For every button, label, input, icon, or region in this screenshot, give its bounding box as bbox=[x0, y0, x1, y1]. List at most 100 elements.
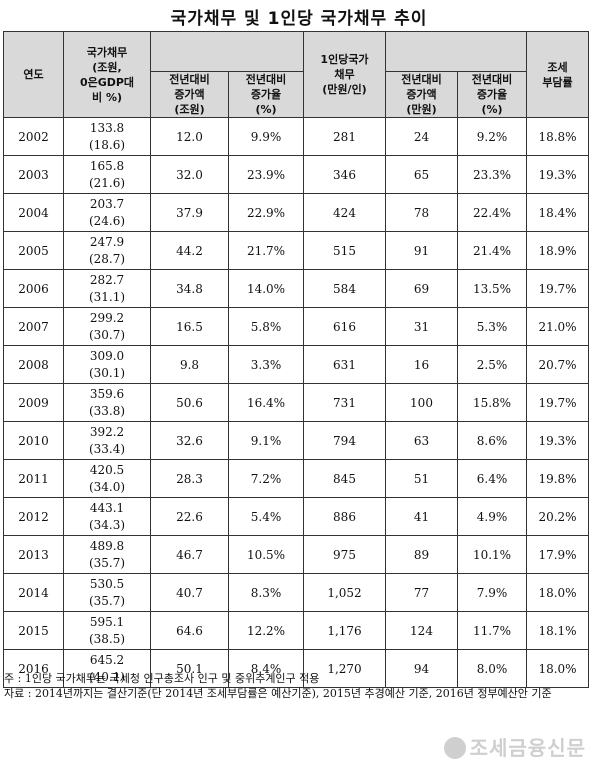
cell-pc-increase-amount: 41 bbox=[385, 497, 458, 536]
header-pc-inc-rate-line2: 증가율 bbox=[476, 88, 508, 101]
table-row: 2009 359.6 (33.8) 50.6 16.4% 731 100 15.8% 19.7% bbox=[3, 383, 589, 422]
cell-debt: 133.8 (18.6) bbox=[63, 117, 151, 156]
header-group-blank-b bbox=[385, 31, 527, 72]
debt-value: 309.0 bbox=[89, 348, 125, 363]
header-pc-inc-amt-line1: 전년대비 bbox=[401, 73, 442, 86]
cell-year: 2015 bbox=[3, 611, 64, 650]
header-tax-line1: 조세 bbox=[547, 60, 568, 74]
cell-per-capita-debt: 424 bbox=[303, 193, 386, 232]
cell-tax-burden: 18.1% bbox=[526, 611, 589, 650]
header-per-capita-debt: 1인당국가 채무 (만원/인) bbox=[303, 31, 386, 118]
cell-debt: 443.1 (34.3) bbox=[63, 497, 151, 536]
cell-increase-rate: 21.7% bbox=[228, 231, 304, 270]
cell-per-capita-debt: 281 bbox=[303, 117, 386, 156]
cell-increase-amount: 28.3 bbox=[150, 459, 229, 498]
debt-gdp-ratio: (30.1) bbox=[88, 365, 126, 380]
cell-tax-burden: 19.7% bbox=[526, 269, 589, 308]
table-row: 2002 133.8 (18.6) 12.0 9.9% 281 24 9.2% 18.8% bbox=[3, 117, 589, 156]
header-year: 연도 bbox=[3, 31, 64, 118]
debt-value: 282.7 bbox=[89, 272, 125, 287]
cell-pc-increase-rate: 22.4% bbox=[457, 193, 527, 232]
cell-year: 2009 bbox=[3, 383, 64, 422]
debt-gdp-ratio: (38.5) bbox=[88, 631, 126, 646]
cell-year: 2010 bbox=[3, 421, 64, 460]
cell-tax-burden: 18.4% bbox=[526, 193, 589, 232]
debt-value: 133.8 bbox=[89, 120, 125, 135]
debt-value: 203.7 bbox=[89, 196, 125, 211]
table-row: 2005 247.9 (28.7) 44.2 21.7% 515 91 21.4% 18.9% bbox=[3, 231, 589, 270]
cell-increase-rate: 8.4% bbox=[228, 649, 304, 688]
cell-increase-rate: 5.4% bbox=[228, 497, 304, 536]
table-body: 2002 133.8 (18.6) 12.0 9.9% 281 24 9.2% 18.8% 200… bbox=[3, 117, 589, 688]
debt-gdp-ratio: (40.1) bbox=[88, 669, 126, 684]
cell-per-capita-debt: 616 bbox=[303, 307, 386, 346]
cell-year: 2005 bbox=[3, 231, 64, 270]
header-inc-amt-line1: 전년대비 bbox=[169, 73, 210, 86]
cell-per-capita-debt: 731 bbox=[303, 383, 386, 422]
cell-debt: 359.6 (33.8) bbox=[63, 383, 151, 422]
cell-year: 2007 bbox=[3, 307, 64, 346]
debt-gdp-ratio: (21.6) bbox=[88, 175, 126, 190]
cell-tax-burden: 18.9% bbox=[526, 231, 589, 270]
header-pc-inc-amt-line2: 증가액 bbox=[406, 88, 437, 101]
cell-increase-rate: 8.3% bbox=[228, 573, 304, 612]
cell-increase-amount: 16.5 bbox=[150, 307, 229, 346]
debt-value: 359.6 bbox=[89, 386, 125, 401]
cell-pc-increase-rate: 23.3% bbox=[457, 155, 527, 194]
table-row: 2007 299.2 (30.7) 16.5 5.8% 616 31 5.3% 21.0% bbox=[3, 307, 589, 346]
header-inc-rate-line2: 증가율 bbox=[250, 88, 282, 101]
cell-pc-increase-amount: 100 bbox=[385, 383, 458, 422]
debt-value: 247.9 bbox=[89, 234, 125, 249]
cell-pc-increase-rate: 15.8% bbox=[457, 383, 527, 422]
cell-pc-increase-amount: 63 bbox=[385, 421, 458, 460]
debt-value: 595.1 bbox=[89, 614, 125, 629]
cell-per-capita-debt: 845 bbox=[303, 459, 386, 498]
header-inc-amt-line3: (조원) bbox=[174, 103, 205, 116]
cell-tax-burden: 18.0% bbox=[526, 649, 589, 688]
table-row: 2014 530.5 (35.7) 40.7 8.3% 1,052 77 7.9% 18.0% bbox=[3, 573, 589, 612]
header-pc-inc-rate-line1: 전년대비 bbox=[471, 73, 513, 86]
debt-value: 420.5 bbox=[89, 462, 125, 477]
table-row: 2011 420.5 (34.0) 28.3 7.2% 845 51 6.4% 19.8% bbox=[3, 459, 589, 498]
cell-tax-burden: 17.9% bbox=[526, 535, 589, 574]
cell-tax-burden: 20.7% bbox=[526, 345, 589, 384]
cell-pc-increase-rate: 11.7% bbox=[457, 611, 527, 650]
debt-gdp-ratio: (34.0) bbox=[88, 479, 126, 494]
cell-increase-rate: 9.9% bbox=[228, 117, 304, 156]
header-pc-yoy-increase-rate: 전년대비 증가율 (%) bbox=[457, 71, 527, 118]
cell-pc-increase-rate: 8.6% bbox=[457, 421, 527, 460]
cell-pc-increase-amount: 89 bbox=[385, 535, 458, 574]
debt-gdp-ratio: (34.3) bbox=[88, 517, 126, 532]
cell-pc-increase-amount: 78 bbox=[385, 193, 458, 232]
cell-debt: 489.8 (35.7) bbox=[63, 535, 151, 574]
cell-increase-amount: 46.7 bbox=[150, 535, 229, 574]
header-yoy-increase-amount: 전년대비 증가액 (조원) bbox=[150, 71, 229, 118]
cell-increase-amount: 32.6 bbox=[150, 421, 229, 460]
cell-tax-burden: 18.8% bbox=[526, 117, 589, 156]
table-row: 2013 489.8 (35.7) 46.7 10.5% 975 89 10.1% 17.9% bbox=[3, 535, 589, 574]
cell-year: 2016 bbox=[3, 649, 64, 688]
debt-value: 530.5 bbox=[89, 576, 125, 591]
header-inc-rate-line3: (%) bbox=[255, 103, 277, 116]
cell-increase-rate: 7.2% bbox=[228, 459, 304, 498]
cell-tax-burden: 20.2% bbox=[526, 497, 589, 536]
cell-pc-increase-rate: 10.1% bbox=[457, 535, 527, 574]
header-per-capita-line3: (만원/인) bbox=[322, 83, 367, 96]
cell-per-capita-debt: 1,052 bbox=[303, 573, 386, 612]
debt-value: 299.2 bbox=[89, 310, 125, 325]
debt-value: 489.8 bbox=[89, 538, 125, 553]
cell-increase-amount: 37.9 bbox=[150, 193, 229, 232]
cell-increase-amount: 22.6 bbox=[150, 497, 229, 536]
table-row: 2012 443.1 (34.3) 22.6 5.4% 886 41 4.9% 20.2% bbox=[3, 497, 589, 536]
header-debt-line2: (조원, bbox=[92, 60, 122, 74]
national-debt-table: 연도 국가채무 (조원, 0은GDP대 비 %) 1인당국가 채무 (만원/인)… bbox=[3, 31, 589, 688]
cell-pc-increase-amount: 69 bbox=[385, 269, 458, 308]
cell-year: 2003 bbox=[3, 155, 64, 194]
watermark: 조세금융신문 bbox=[443, 732, 586, 761]
debt-gdp-ratio: (35.7) bbox=[88, 593, 126, 608]
cell-debt: 203.7 (24.6) bbox=[63, 193, 151, 232]
debt-gdp-ratio: (33.4) bbox=[88, 441, 126, 456]
header-debt-line1: 국가채무 bbox=[86, 45, 128, 59]
cell-per-capita-debt: 975 bbox=[303, 535, 386, 574]
cell-debt: 247.9 (28.7) bbox=[63, 231, 151, 270]
